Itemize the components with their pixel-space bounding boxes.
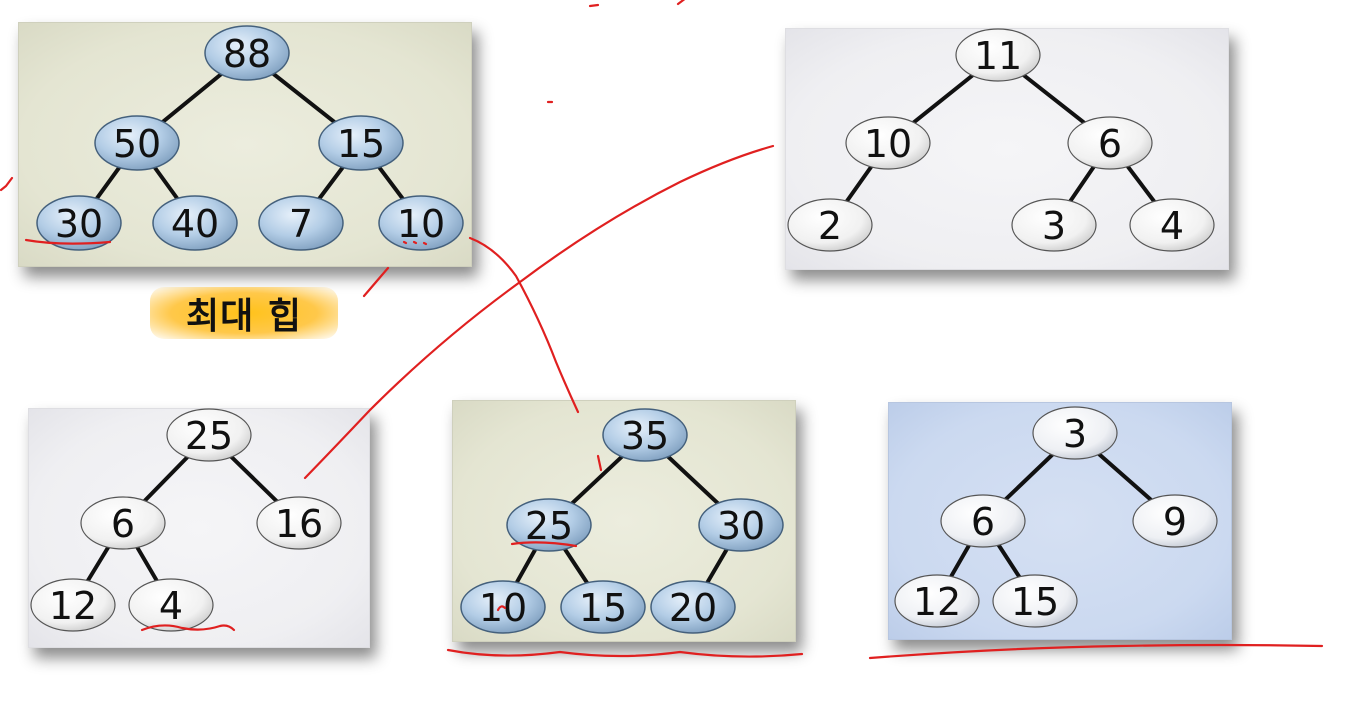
tree-node: 4 [1129, 198, 1215, 252]
node-value: 15 [1011, 580, 1059, 624]
max-heap-label: 최대 힙 [150, 287, 338, 339]
node-value: 6 [971, 500, 995, 544]
tree-node: 25 [506, 498, 592, 552]
node-value: 2 [818, 204, 842, 248]
node-value: 4 [159, 584, 183, 628]
tree-e-diagram: 3 6 9 12 15 [894, 406, 1218, 628]
tree-node: 16 [256, 496, 342, 550]
tree-node: 40 [152, 195, 238, 251]
node-value: 6 [111, 502, 135, 546]
tree-node: 12 [30, 578, 116, 632]
annotation-arc-top [676, 0, 686, 6]
node-value: 10 [864, 122, 912, 166]
node-value: 6 [1098, 122, 1122, 166]
node-value: 12 [49, 584, 97, 628]
tree-panel-c: 25 6 16 12 4 [28, 408, 370, 648]
tree-node: 15 [992, 574, 1078, 628]
node-value: 10 [397, 202, 445, 246]
node-value: 20 [669, 586, 717, 630]
node-value: 15 [337, 122, 385, 166]
node-value: 25 [185, 414, 233, 458]
tree-node: 50 [94, 115, 180, 171]
annotation-dot-top [588, 3, 600, 8]
tree-b-diagram: 11 10 6 2 3 4 [787, 28, 1215, 252]
tree-panel-d: 35 25 30 10 15 20 [452, 400, 796, 642]
annotation-curve-to-35 [468, 236, 580, 414]
max-heap-label-text: 최대 힙 [186, 296, 302, 337]
annotation-line-bottom-right [868, 643, 1324, 660]
node-value: 40 [171, 202, 219, 246]
node-value: 9 [1163, 500, 1187, 544]
tree-node: 30 [36, 195, 122, 251]
tree-panel-b: 11 10 6 2 3 4 [785, 28, 1229, 270]
tree-node: 4 [128, 578, 214, 632]
tree-node: 6 [1067, 116, 1153, 170]
annotation-check-left [0, 176, 14, 192]
tree-node: 6 [80, 496, 166, 550]
tree-node: 30 [698, 498, 784, 552]
node-value: 50 [113, 122, 161, 166]
node-value: 16 [275, 502, 323, 546]
tree-c-diagram: 25 6 16 12 4 [30, 408, 342, 632]
tree-node: 10 [845, 116, 931, 170]
tree-node: 11 [955, 28, 1041, 82]
annotation-tick-10 [362, 266, 390, 298]
node-value: 30 [717, 504, 765, 548]
node-value: 11 [974, 34, 1022, 78]
node-value: 3 [1042, 204, 1066, 248]
node-value: 88 [223, 32, 271, 76]
tree-panel-e: 3 6 9 12 15 [888, 402, 1232, 640]
tree-node: 9 [1132, 494, 1218, 548]
node-value: 12 [913, 580, 961, 624]
node-value: 30 [55, 202, 103, 246]
node-value: 10 [479, 586, 527, 630]
tree-a-diagram: 88 50 15 30 40 7 10 [36, 25, 464, 251]
annotation-wave-bottom [446, 648, 804, 658]
tree-node: 15 [560, 580, 646, 634]
tree-node: 15 [318, 115, 404, 171]
tree-node: 12 [894, 574, 980, 628]
tree-node: 20 [650, 580, 736, 634]
node-value: 4 [1160, 204, 1184, 248]
tree-node: 35 [602, 408, 688, 462]
node-value: 35 [621, 414, 669, 458]
tree-node: 10 [460, 580, 546, 634]
tree-node: 2 [787, 198, 873, 252]
tree-node: 7 [258, 195, 344, 251]
tree-node: 3 [1011, 198, 1097, 252]
tree-node: 3 [1032, 406, 1118, 460]
tree-node: 10 [378, 195, 464, 251]
node-value: 3 [1063, 412, 1087, 456]
tree-d-diagram: 35 25 30 10 15 20 [460, 408, 784, 634]
node-value: 15 [579, 586, 627, 630]
node-value: 7 [289, 202, 313, 246]
tree-panel-a: 88 50 15 30 40 7 10 [18, 22, 472, 267]
tree-node: 6 [940, 494, 1026, 548]
node-value: 25 [525, 504, 573, 548]
tree-node: 25 [166, 408, 252, 462]
tree-node: 88 [204, 25, 290, 81]
